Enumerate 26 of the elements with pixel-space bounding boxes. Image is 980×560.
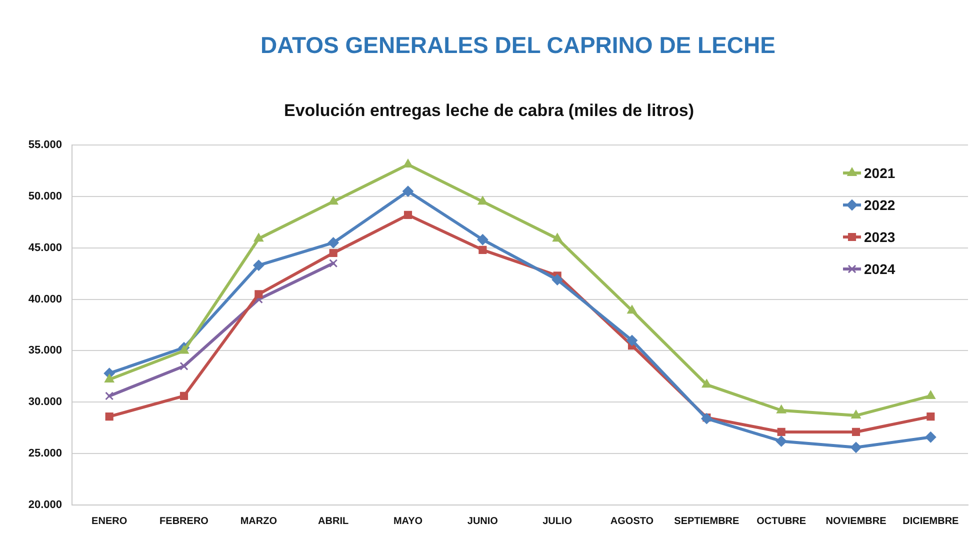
x-tick-label: MAYO (393, 516, 423, 527)
x-tick-label: MARZO (240, 516, 278, 527)
x-tick-label: JUNIO (467, 516, 498, 527)
x-tick-label: FEBRERO (160, 516, 209, 527)
y-tick-label: 50.000 (28, 190, 62, 202)
legend-label: 2021 (864, 164, 896, 181)
x-tick-label: ABRIL (318, 516, 349, 527)
x-tick-label: NOVIEMBRE (826, 516, 887, 527)
chart-subtitle: Evolución entregas leche de cabra (miles de litros) (282, 101, 696, 121)
y-tick-label: 25.000 (28, 448, 62, 460)
y-tick-label: 40.000 (28, 293, 62, 306)
chart-title: DATOS GENERALES DEL CAPRINO DE LECHE (259, 32, 776, 59)
legend-label: 2023 (864, 228, 896, 245)
y-tick-label: 35.000 (28, 344, 62, 357)
legend-label: 2024 (864, 260, 896, 277)
legend-label: 2022 (864, 196, 896, 213)
x-tick-label: AGOSTO (610, 516, 654, 527)
x-tick-label: ENERO (92, 516, 128, 527)
y-tick-label: 55.000 (28, 139, 62, 152)
y-tick-label: 20.000 (28, 499, 62, 512)
x-tick-label: DICIEMBRE (902, 516, 960, 527)
x-tick-label: SEPTIEMBRE (674, 516, 740, 527)
x-tick-label: OCTUBRE (756, 516, 806, 527)
y-tick-label: 30.000 (28, 396, 62, 408)
x-tick-label: JULIO (542, 516, 572, 527)
y-tick-label: 45.000 (28, 242, 62, 254)
